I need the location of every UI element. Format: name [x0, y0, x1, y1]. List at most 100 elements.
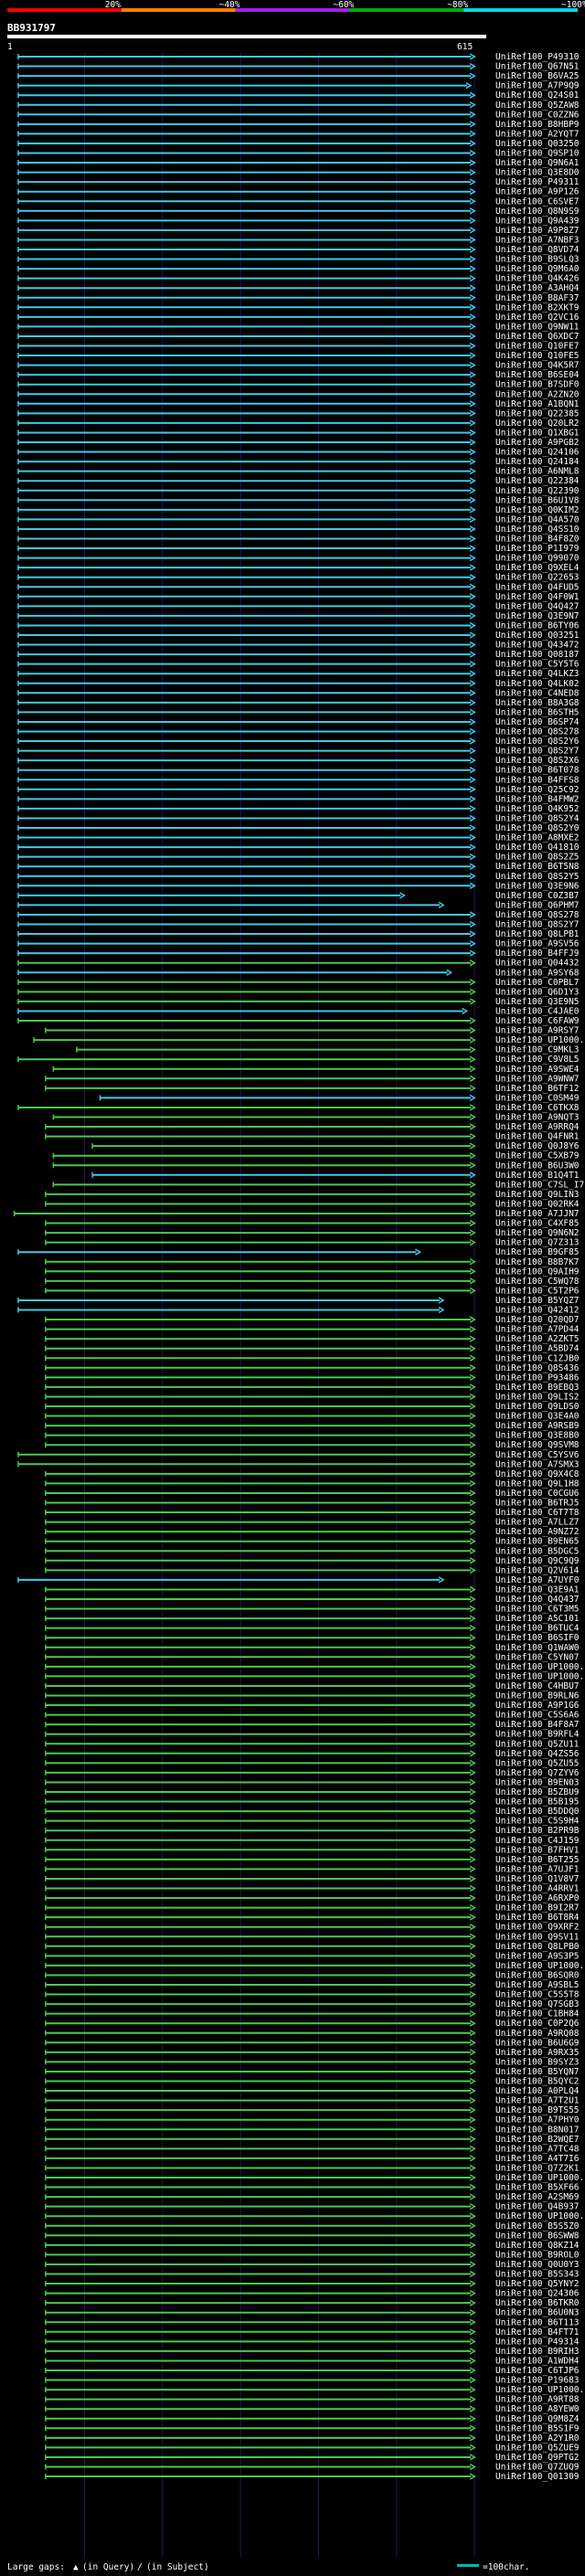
hit-label[interactable]: UniRef100_Q9XRF2 [495, 1923, 580, 1933]
hit-label[interactable]: UniRef100_A7JJN7 [495, 1209, 580, 1219]
hit-label[interactable]: UniRef100_Q7Z313 [495, 1238, 580, 1248]
hit-row[interactable]: UniRef100_A9NZ72 [45, 1527, 580, 1537]
hit-label[interactable]: UniRef100_Q5ZUE9 [495, 2443, 580, 2453]
hit-label[interactable]: UniRef100_B9RFL4 [495, 1730, 580, 1740]
hit-label[interactable]: UniRef100_B8N017 [495, 2125, 580, 2135]
hit-label[interactable]: UniRef100_Q8VD74 [495, 245, 580, 255]
hit-label[interactable]: UniRef100_C5T2P6 [495, 1286, 580, 1296]
hit-row[interactable]: UniRef100_Q22385 [17, 408, 580, 419]
hit-label[interactable]: UniRef100_Q4FNR1 [495, 1132, 580, 1142]
hit-label[interactable]: UniRef100_Q01309 [495, 2472, 580, 2482]
hit-label[interactable]: UniRef100_Q8LPB1 [495, 929, 580, 939]
hit-row[interactable]: UniRef100_Q4A570 [17, 514, 580, 525]
hit-row[interactable]: UniRef100_B1Q4T1 [91, 1171, 580, 1181]
hit-label[interactable]: UniRef100_Q22385 [495, 408, 580, 419]
hit-label[interactable]: UniRef100_C4JAE0 [495, 1006, 580, 1016]
hit-label[interactable]: UniRef100_Q7SGB3 [495, 1999, 580, 2009]
hit-row[interactable]: UniRef100_B5YQN7 [45, 2067, 580, 2077]
hit-label[interactable]: UniRef100_A2ZN20 [495, 389, 580, 399]
hit-label[interactable]: UniRef100_B8HBP9 [495, 120, 580, 130]
hit-label[interactable]: UniRef100_B9GF85 [495, 1247, 580, 1257]
hit-label[interactable]: UniRef100_Q4F0W1 [495, 592, 580, 602]
hit-label[interactable]: UniRef100_Q8S2Z5 [495, 853, 580, 863]
hit-label[interactable]: UniRef100_UP1000.. [495, 1671, 585, 1681]
hit-label[interactable]: UniRef100_B6T255 [495, 1855, 580, 1865]
hit-label[interactable]: UniRef100_A7PD44 [495, 1325, 580, 1335]
hit-label[interactable]: UniRef100_A2YQT7 [495, 129, 580, 139]
hit-row[interactable]: UniRef100_Q8KZ14 [45, 2241, 580, 2251]
hit-label[interactable]: UniRef100_B6TUC4 [495, 1624, 580, 1634]
hit-label[interactable]: UniRef100_Q4Q427 [495, 601, 580, 611]
hit-label[interactable]: UniRef100_C4NED8 [495, 688, 580, 698]
hit-label[interactable]: UniRef100_Q24184 [495, 457, 580, 467]
hit-label[interactable]: UniRef100_Q9LIS2 [495, 1392, 580, 1402]
hit-label[interactable]: UniRef100_B5S1F9 [495, 2423, 580, 2433]
hit-label[interactable]: UniRef100_A4RRV1 [495, 1884, 580, 1894]
hit-row[interactable]: UniRef100_C6FAW9 [17, 1016, 580, 1026]
hit-label[interactable]: UniRef100_B5S5Z0 [495, 2221, 580, 2231]
hit-row[interactable]: UniRef100_A2YQT7 [17, 129, 580, 139]
hit-row[interactable]: UniRef100_Q8S2Y5 [17, 872, 580, 882]
hit-row[interactable]: UniRef100_C5YSV6 [17, 1450, 580, 1460]
hit-row[interactable]: UniRef100_B5S1F9 [45, 2423, 580, 2433]
hit-label[interactable]: UniRef100_Q0U0Y3 [495, 2260, 580, 2270]
hit-label[interactable]: UniRef100_C5Y5T6 [495, 660, 580, 670]
hit-label[interactable]: UniRef100_Q9SVM8 [495, 1440, 580, 1450]
hit-label[interactable]: UniRef100_B9EBQ3 [495, 1383, 580, 1393]
hit-label[interactable]: UniRef100_C5XB79 [495, 1151, 580, 1161]
hit-label[interactable]: UniRef100_B6STH5 [495, 707, 580, 717]
hit-row[interactable]: UniRef100_B4FFS8 [17, 775, 580, 785]
hit-label[interactable]: UniRef100_A9RSY7 [495, 1026, 580, 1036]
hit-row[interactable]: UniRef100_C6T3M5 [45, 1605, 580, 1615]
hit-label[interactable]: UniRef100_Q3E9N6 [495, 881, 580, 891]
hit-label[interactable]: UniRef100_A9WNW7 [495, 1074, 580, 1084]
hit-label[interactable]: UniRef100_A7NBF3 [495, 235, 580, 245]
hit-label[interactable]: UniRef100_UP1000.. [495, 2173, 585, 2183]
hit-row[interactable]: UniRef100_B5QYC2 [45, 2077, 580, 2087]
hit-row[interactable]: UniRef100_Q3E9N7 [17, 611, 580, 621]
hit-row[interactable]: UniRef100_Q4FUD5 [17, 582, 580, 592]
hit-row[interactable]: UniRef100_A8YEW0 [45, 2404, 580, 2414]
hit-row[interactable]: UniRef100_C9MKL3 [76, 1045, 580, 1055]
hit-label[interactable]: UniRef100_C5WQ78 [495, 1277, 580, 1287]
hit-row[interactable]: UniRef100_A7SMX3 [17, 1459, 580, 1469]
hit-row[interactable]: UniRef100_A6RXP0 [45, 1893, 580, 1903]
hit-row[interactable]: UniRef100_Q67N51 [17, 62, 580, 72]
hit-label[interactable]: UniRef100_Q1V8V7 [495, 1874, 580, 1884]
hit-row[interactable]: UniRef100_C1ZJB0 [45, 1353, 580, 1363]
hit-label[interactable]: UniRef100_C0PBL7 [495, 978, 580, 988]
hit-label[interactable]: UniRef100_Q04432 [495, 959, 580, 969]
hit-label[interactable]: UniRef100_Q8S2Y7 [495, 920, 580, 930]
hit-row[interactable]: UniRef100_UP1000.. [45, 2385, 585, 2395]
hit-row[interactable]: UniRef100_B9EN03 [45, 1777, 580, 1787]
hit-label[interactable]: UniRef100_A7SMX3 [495, 1459, 580, 1469]
hit-row[interactable]: UniRef100_Q42412 [17, 1306, 580, 1316]
hit-label[interactable]: UniRef100_B4F8Z0 [495, 535, 580, 545]
hit-label[interactable]: UniRef100_B9EN65 [495, 1537, 580, 1547]
hit-label[interactable]: UniRef100_Q9L1H8 [495, 1479, 580, 1489]
hit-row[interactable]: UniRef100_C5YN07 [45, 1652, 580, 1662]
hit-row[interactable]: UniRef100_B6TY06 [17, 620, 580, 631]
hit-row[interactable]: UniRef100_Q8S436 [45, 1363, 580, 1373]
hit-row[interactable]: UniRef100_A7PHY0 [45, 2115, 580, 2125]
hit-label[interactable]: UniRef100_Q8S2Y4 [495, 813, 580, 823]
hit-row[interactable]: UniRef100_A9P1G6 [45, 1701, 580, 1711]
hit-row[interactable]: UniRef100_Q8S2Y4 [17, 813, 580, 823]
hit-row[interactable]: UniRef100_A9RSB9 [45, 1421, 580, 1431]
hit-row[interactable]: UniRef100_Q5ZUE9 [45, 2443, 580, 2453]
hit-label[interactable]: UniRef100_P49314 [495, 2337, 580, 2347]
hit-row[interactable]: UniRef100_B6T8R4 [45, 1913, 580, 1923]
hit-row[interactable]: UniRef100_C4NED8 [17, 688, 580, 698]
hit-row[interactable]: UniRef100_Q9XEL4 [17, 563, 580, 573]
hit-label[interactable]: UniRef100_Q4LKZ3 [495, 669, 580, 679]
hit-row[interactable]: UniRef100_A0PLQ4 [45, 2086, 580, 2096]
hit-row[interactable]: UniRef100_B8B7K7 [45, 1257, 580, 1267]
hit-label[interactable]: UniRef100_B9ROL0 [495, 2250, 580, 2260]
hit-label[interactable]: UniRef100_Q4SS10 [495, 525, 580, 535]
hit-row[interactable]: UniRef100_Q3E8B0 [45, 1431, 580, 1441]
hit-row[interactable]: UniRef100_B6SP74 [17, 717, 580, 727]
hit-label[interactable]: UniRef100_B5DDQ0 [495, 1807, 580, 1817]
hit-row[interactable]: UniRef100_A9P126 [17, 187, 580, 197]
hit-label[interactable]: UniRef100_Q4A570 [495, 514, 580, 525]
hit-label[interactable]: UniRef100_Q24306 [495, 2289, 580, 2299]
